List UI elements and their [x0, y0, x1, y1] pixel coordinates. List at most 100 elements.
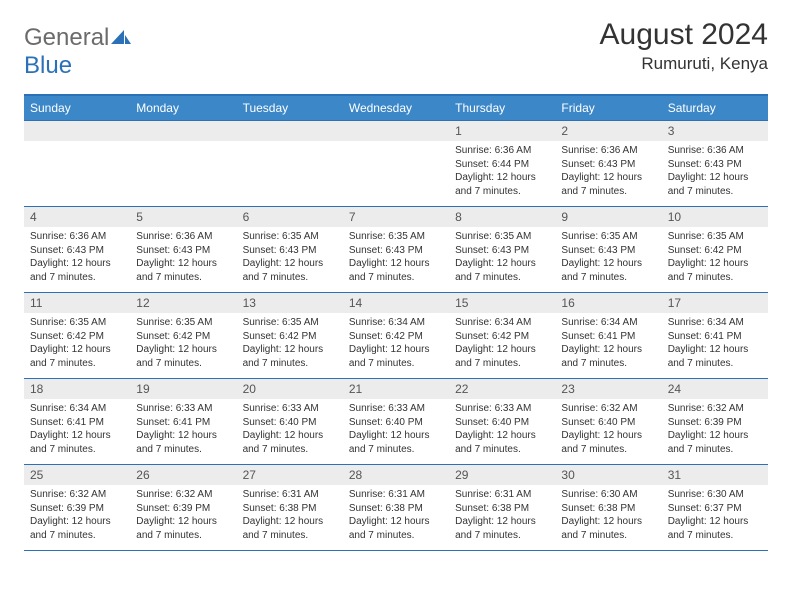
day-number: 4 — [24, 207, 130, 228]
day-detail — [24, 141, 130, 207]
day-detail: Sunrise: 6:33 AMSunset: 6:41 PMDaylight:… — [130, 399, 236, 465]
day-number: 2 — [555, 121, 661, 142]
day-detail — [343, 141, 449, 207]
page-header: GeneralBlue August 2024 Rumuruti, Kenya — [24, 18, 768, 80]
day-detail: Sunrise: 6:36 AMSunset: 6:43 PMDaylight:… — [130, 227, 236, 293]
sunrise-text: Sunrise: 6:33 AM — [455, 402, 549, 416]
day-detail: Sunrise: 6:36 AMSunset: 6:43 PMDaylight:… — [662, 141, 768, 207]
day-number: 3 — [662, 121, 768, 142]
sunset-text: Sunset: 6:40 PM — [455, 416, 549, 430]
day-number: 6 — [237, 207, 343, 228]
day-number: 5 — [130, 207, 236, 228]
sunset-text: Sunset: 6:41 PM — [136, 416, 230, 430]
day-content-row: Sunrise: 6:32 AMSunset: 6:39 PMDaylight:… — [24, 485, 768, 551]
day-number: 12 — [130, 293, 236, 314]
day-detail — [130, 141, 236, 207]
daylight-text: Daylight: 12 hours and 7 minutes. — [30, 343, 124, 370]
sunrise-text: Sunrise: 6:34 AM — [668, 316, 762, 330]
daylight-text: Daylight: 12 hours and 7 minutes. — [349, 257, 443, 284]
day-number: 14 — [343, 293, 449, 314]
day-detail: Sunrise: 6:34 AMSunset: 6:42 PMDaylight:… — [343, 313, 449, 379]
sunset-text: Sunset: 6:43 PM — [561, 244, 655, 258]
sunrise-text: Sunrise: 6:35 AM — [136, 316, 230, 330]
sunrise-text: Sunrise: 6:35 AM — [561, 230, 655, 244]
day-detail: Sunrise: 6:35 AMSunset: 6:43 PMDaylight:… — [237, 227, 343, 293]
sunset-text: Sunset: 6:43 PM — [561, 158, 655, 172]
sunrise-text: Sunrise: 6:30 AM — [668, 488, 762, 502]
logo-text-2: Blue — [24, 52, 72, 79]
daylight-text: Daylight: 12 hours and 7 minutes. — [243, 429, 337, 456]
day-content-row: Sunrise: 6:35 AMSunset: 6:42 PMDaylight:… — [24, 313, 768, 379]
daylight-text: Daylight: 12 hours and 7 minutes. — [561, 343, 655, 370]
sunset-text: Sunset: 6:39 PM — [30, 502, 124, 516]
day-detail — [237, 141, 343, 207]
day-detail: Sunrise: 6:36 AMSunset: 6:43 PMDaylight:… — [24, 227, 130, 293]
sunset-text: Sunset: 6:39 PM — [668, 416, 762, 430]
day-number: 17 — [662, 293, 768, 314]
day-number: 25 — [24, 465, 130, 486]
sunrise-text: Sunrise: 6:35 AM — [455, 230, 549, 244]
day-number: 19 — [130, 379, 236, 400]
sunset-text: Sunset: 6:39 PM — [136, 502, 230, 516]
day-number-row: 18192021222324 — [24, 379, 768, 400]
day-detail: Sunrise: 6:34 AMSunset: 6:41 PMDaylight:… — [555, 313, 661, 379]
daylight-text: Daylight: 12 hours and 7 minutes. — [668, 171, 762, 198]
day-number: 28 — [343, 465, 449, 486]
sunset-text: Sunset: 6:40 PM — [561, 416, 655, 430]
sunset-text: Sunset: 6:42 PM — [136, 330, 230, 344]
daylight-text: Daylight: 12 hours and 7 minutes. — [349, 429, 443, 456]
sunrise-text: Sunrise: 6:34 AM — [455, 316, 549, 330]
day-number — [237, 121, 343, 142]
day-detail: Sunrise: 6:35 AMSunset: 6:43 PMDaylight:… — [555, 227, 661, 293]
day-detail: Sunrise: 6:36 AMSunset: 6:43 PMDaylight:… — [555, 141, 661, 207]
sunset-text: Sunset: 6:38 PM — [561, 502, 655, 516]
sunrise-text: Sunrise: 6:31 AM — [455, 488, 549, 502]
day-number: 11 — [24, 293, 130, 314]
sunset-text: Sunset: 6:38 PM — [455, 502, 549, 516]
sunrise-text: Sunrise: 6:35 AM — [30, 316, 124, 330]
day-detail: Sunrise: 6:31 AMSunset: 6:38 PMDaylight:… — [237, 485, 343, 551]
daylight-text: Daylight: 12 hours and 7 minutes. — [30, 257, 124, 284]
day-detail: Sunrise: 6:30 AMSunset: 6:37 PMDaylight:… — [662, 485, 768, 551]
day-content-row: Sunrise: 6:34 AM Sunset: 6:41 PM Daylight:… — [24, 399, 768, 465]
day-number: 13 — [237, 293, 343, 314]
daylight-text: Daylight: 12 hours and 7 minutes. — [243, 343, 337, 370]
day-number: 26 — [130, 465, 236, 486]
sunrise-text: Sunrise: 6:35 AM — [243, 316, 337, 330]
sunrise-text: Sunrise: 6:36 AM — [561, 144, 655, 158]
weekday-header-row: Sunday Monday Tuesday Wednesday Thursday… — [24, 95, 768, 121]
day-number-row: 45678910 — [24, 207, 768, 228]
day-number-row: 25262728293031 — [24, 465, 768, 486]
day-content-row: Sunrise: 6:36 AMSunset: 6:43 PMDaylight:… — [24, 227, 768, 293]
day-number: 29 — [449, 465, 555, 486]
sunset-text: Sunset: 6:40 PM — [243, 416, 337, 430]
sunrise-text: Sunrise: 6:36 AM — [136, 230, 230, 244]
day-number: 21 — [343, 379, 449, 400]
daylight-text: Daylight: 12 hours and 7 minutes. — [349, 515, 443, 542]
day-number — [130, 121, 236, 142]
sunrise-text: Sunrise: 6:35 AM — [668, 230, 762, 244]
daylight-text: Daylight: 12 hours and 7 minutes. — [243, 257, 337, 284]
sunrise-text: Sunrise: 6:32 AM — [561, 402, 655, 416]
sunrise-text: Sunrise: 6:30 AM — [561, 488, 655, 502]
daylight-text: Daylight: 12 hours and 7 minutes. — [455, 515, 549, 542]
sunset-text: Sunset: 6:43 PM — [243, 244, 337, 258]
sunrise-text: Sunrise: 6:36 AM — [455, 144, 549, 158]
day-number: 10 — [662, 207, 768, 228]
sunset-text: Sunset: 6:43 PM — [455, 244, 549, 258]
day-number: 27 — [237, 465, 343, 486]
sunset-text: Sunset: 6:42 PM — [30, 330, 124, 344]
sunset-text: Sunset: 6:43 PM — [136, 244, 230, 258]
day-detail: Sunrise: 6:33 AMSunset: 6:40 PMDaylight:… — [449, 399, 555, 465]
logo-text-1: General — [24, 24, 109, 51]
sunrise-text: Sunrise: 6:32 AM — [136, 488, 230, 502]
sunrise-text: Sunrise: 6:34 AM — [30, 402, 124, 416]
day-number: 22 — [449, 379, 555, 400]
daylight-text: Daylight: 12 hours and 7 minutes. — [136, 257, 230, 284]
day-detail: Sunrise: 6:35 AMSunset: 6:42 PMDaylight:… — [237, 313, 343, 379]
sunset-text: Sunset: 6:43 PM — [349, 244, 443, 258]
day-number-row: 123 — [24, 121, 768, 142]
daylight-text: Daylight: 12 hours and 7 minutes. — [455, 429, 549, 456]
daylight-text: Daylight: 12 hours and 7 minutes. — [30, 429, 124, 456]
weekday-friday: Friday — [555, 95, 661, 121]
